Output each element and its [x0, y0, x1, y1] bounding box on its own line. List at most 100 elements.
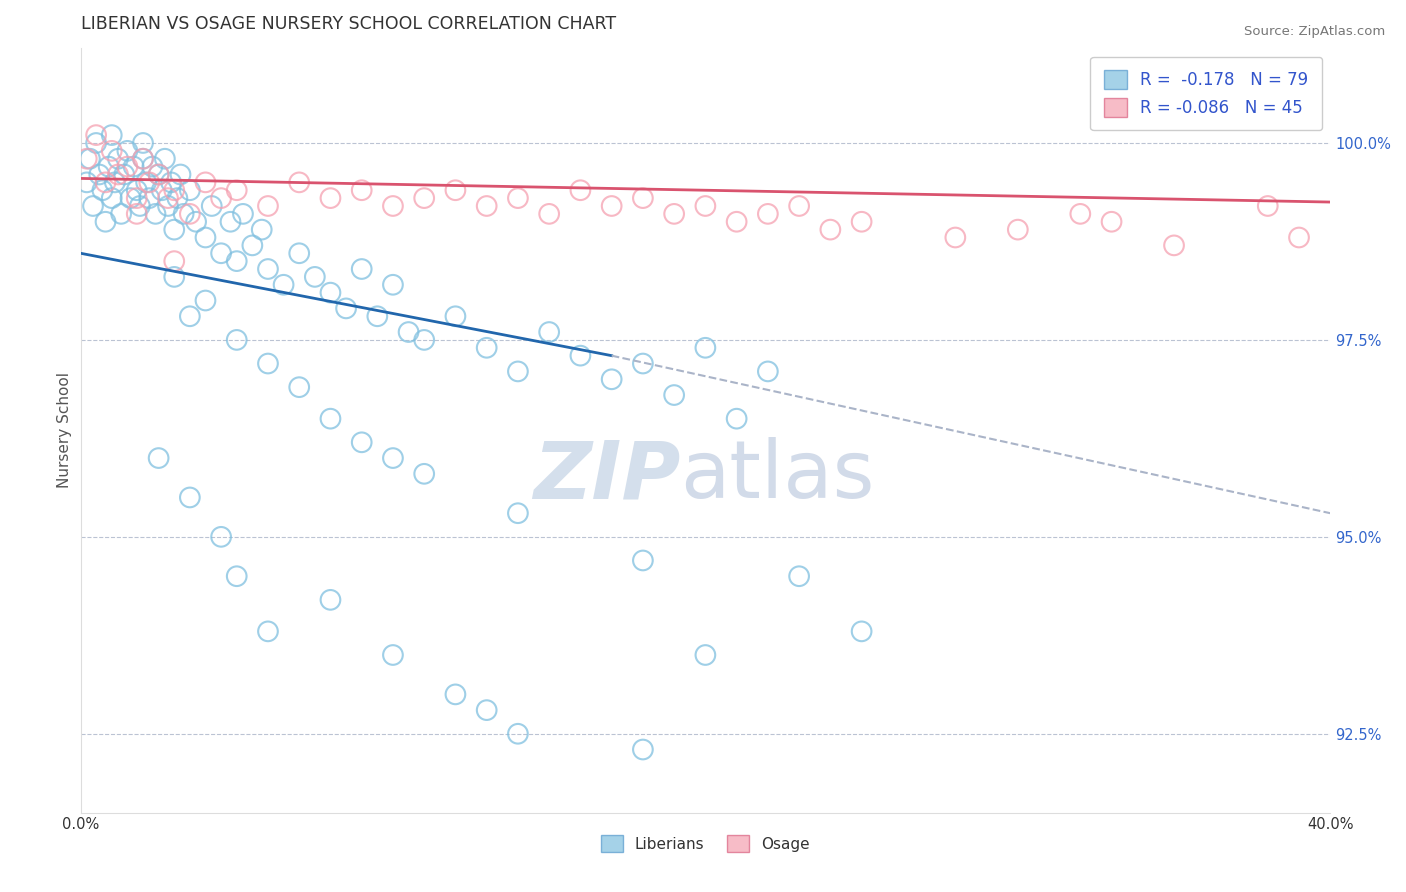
Point [153, 152, 176, 166]
Point [112, 168, 135, 182]
Point [84, 136, 107, 150]
Point [194, 293, 217, 308]
Point [148, 168, 170, 182]
Point [250, 222, 273, 236]
Point [1257, 199, 1279, 213]
Point [225, 183, 247, 197]
Point [820, 222, 842, 236]
Point [398, 325, 420, 339]
Point [84, 128, 107, 142]
Point [163, 222, 186, 236]
Point [104, 175, 127, 189]
Point [141, 160, 163, 174]
Point [156, 191, 179, 205]
Point [225, 254, 247, 268]
Point [631, 357, 654, 371]
Point [100, 144, 122, 158]
Text: Source: ZipAtlas.com: Source: ZipAtlas.com [1244, 25, 1385, 38]
Point [209, 530, 232, 544]
Point [787, 199, 810, 213]
Point [89, 168, 111, 182]
Point [257, 624, 280, 639]
Point [444, 310, 467, 324]
Point [156, 199, 179, 213]
Point [122, 160, 145, 174]
Point [209, 246, 232, 260]
Point [851, 624, 873, 639]
Point [631, 191, 654, 205]
Point [381, 451, 404, 466]
Point [128, 199, 150, 213]
Point [117, 144, 139, 158]
Point [179, 310, 201, 324]
Point [194, 230, 217, 244]
Point [288, 380, 311, 394]
Point [319, 191, 342, 205]
Point [631, 742, 654, 756]
Point [662, 207, 685, 221]
Point [787, 569, 810, 583]
Point [288, 246, 311, 260]
Point [319, 592, 342, 607]
Point [725, 411, 748, 425]
Point [94, 215, 117, 229]
Point [100, 191, 122, 205]
Point [350, 435, 373, 450]
Point [538, 207, 561, 221]
Point [506, 727, 529, 741]
Point [569, 183, 592, 197]
Point [150, 183, 173, 197]
Point [506, 506, 529, 520]
Point [225, 569, 247, 583]
Point [160, 175, 183, 189]
Point [413, 191, 436, 205]
Point [350, 183, 373, 197]
Point [110, 207, 132, 221]
Point [173, 207, 195, 221]
Point [506, 364, 529, 378]
Point [600, 199, 623, 213]
Point [335, 301, 357, 316]
Point [288, 175, 311, 189]
Point [117, 160, 139, 174]
Point [257, 199, 280, 213]
Point [1007, 222, 1029, 236]
Point [132, 136, 155, 150]
Point [319, 285, 342, 300]
Point [125, 183, 148, 197]
Point [232, 207, 254, 221]
Point [163, 269, 186, 284]
Point [120, 191, 142, 205]
Y-axis label: Nursery School: Nursery School [58, 373, 72, 489]
Point [475, 703, 498, 717]
Point [319, 411, 342, 425]
Point [82, 199, 104, 213]
Point [695, 648, 717, 662]
Point [943, 230, 966, 244]
Point [132, 152, 155, 166]
Point [506, 191, 529, 205]
Point [125, 207, 148, 221]
Point [381, 199, 404, 213]
Point [1163, 238, 1185, 252]
Point [381, 648, 404, 662]
Point [756, 207, 779, 221]
Legend: R =  -0.178   N = 79, R = -0.086   N = 45: R = -0.178 N = 79, R = -0.086 N = 45 [1091, 57, 1322, 130]
Point [1288, 230, 1310, 244]
Point [125, 191, 148, 205]
Point [695, 341, 717, 355]
Point [138, 175, 160, 189]
Point [257, 357, 280, 371]
Point [444, 687, 467, 701]
Point [257, 262, 280, 277]
Point [107, 152, 129, 166]
Point [1101, 215, 1123, 229]
Point [107, 168, 129, 182]
Point [219, 215, 242, 229]
Point [631, 553, 654, 567]
Point [600, 372, 623, 386]
Point [350, 262, 373, 277]
Point [148, 451, 170, 466]
Point [538, 325, 561, 339]
Text: atlas: atlas [681, 437, 875, 516]
